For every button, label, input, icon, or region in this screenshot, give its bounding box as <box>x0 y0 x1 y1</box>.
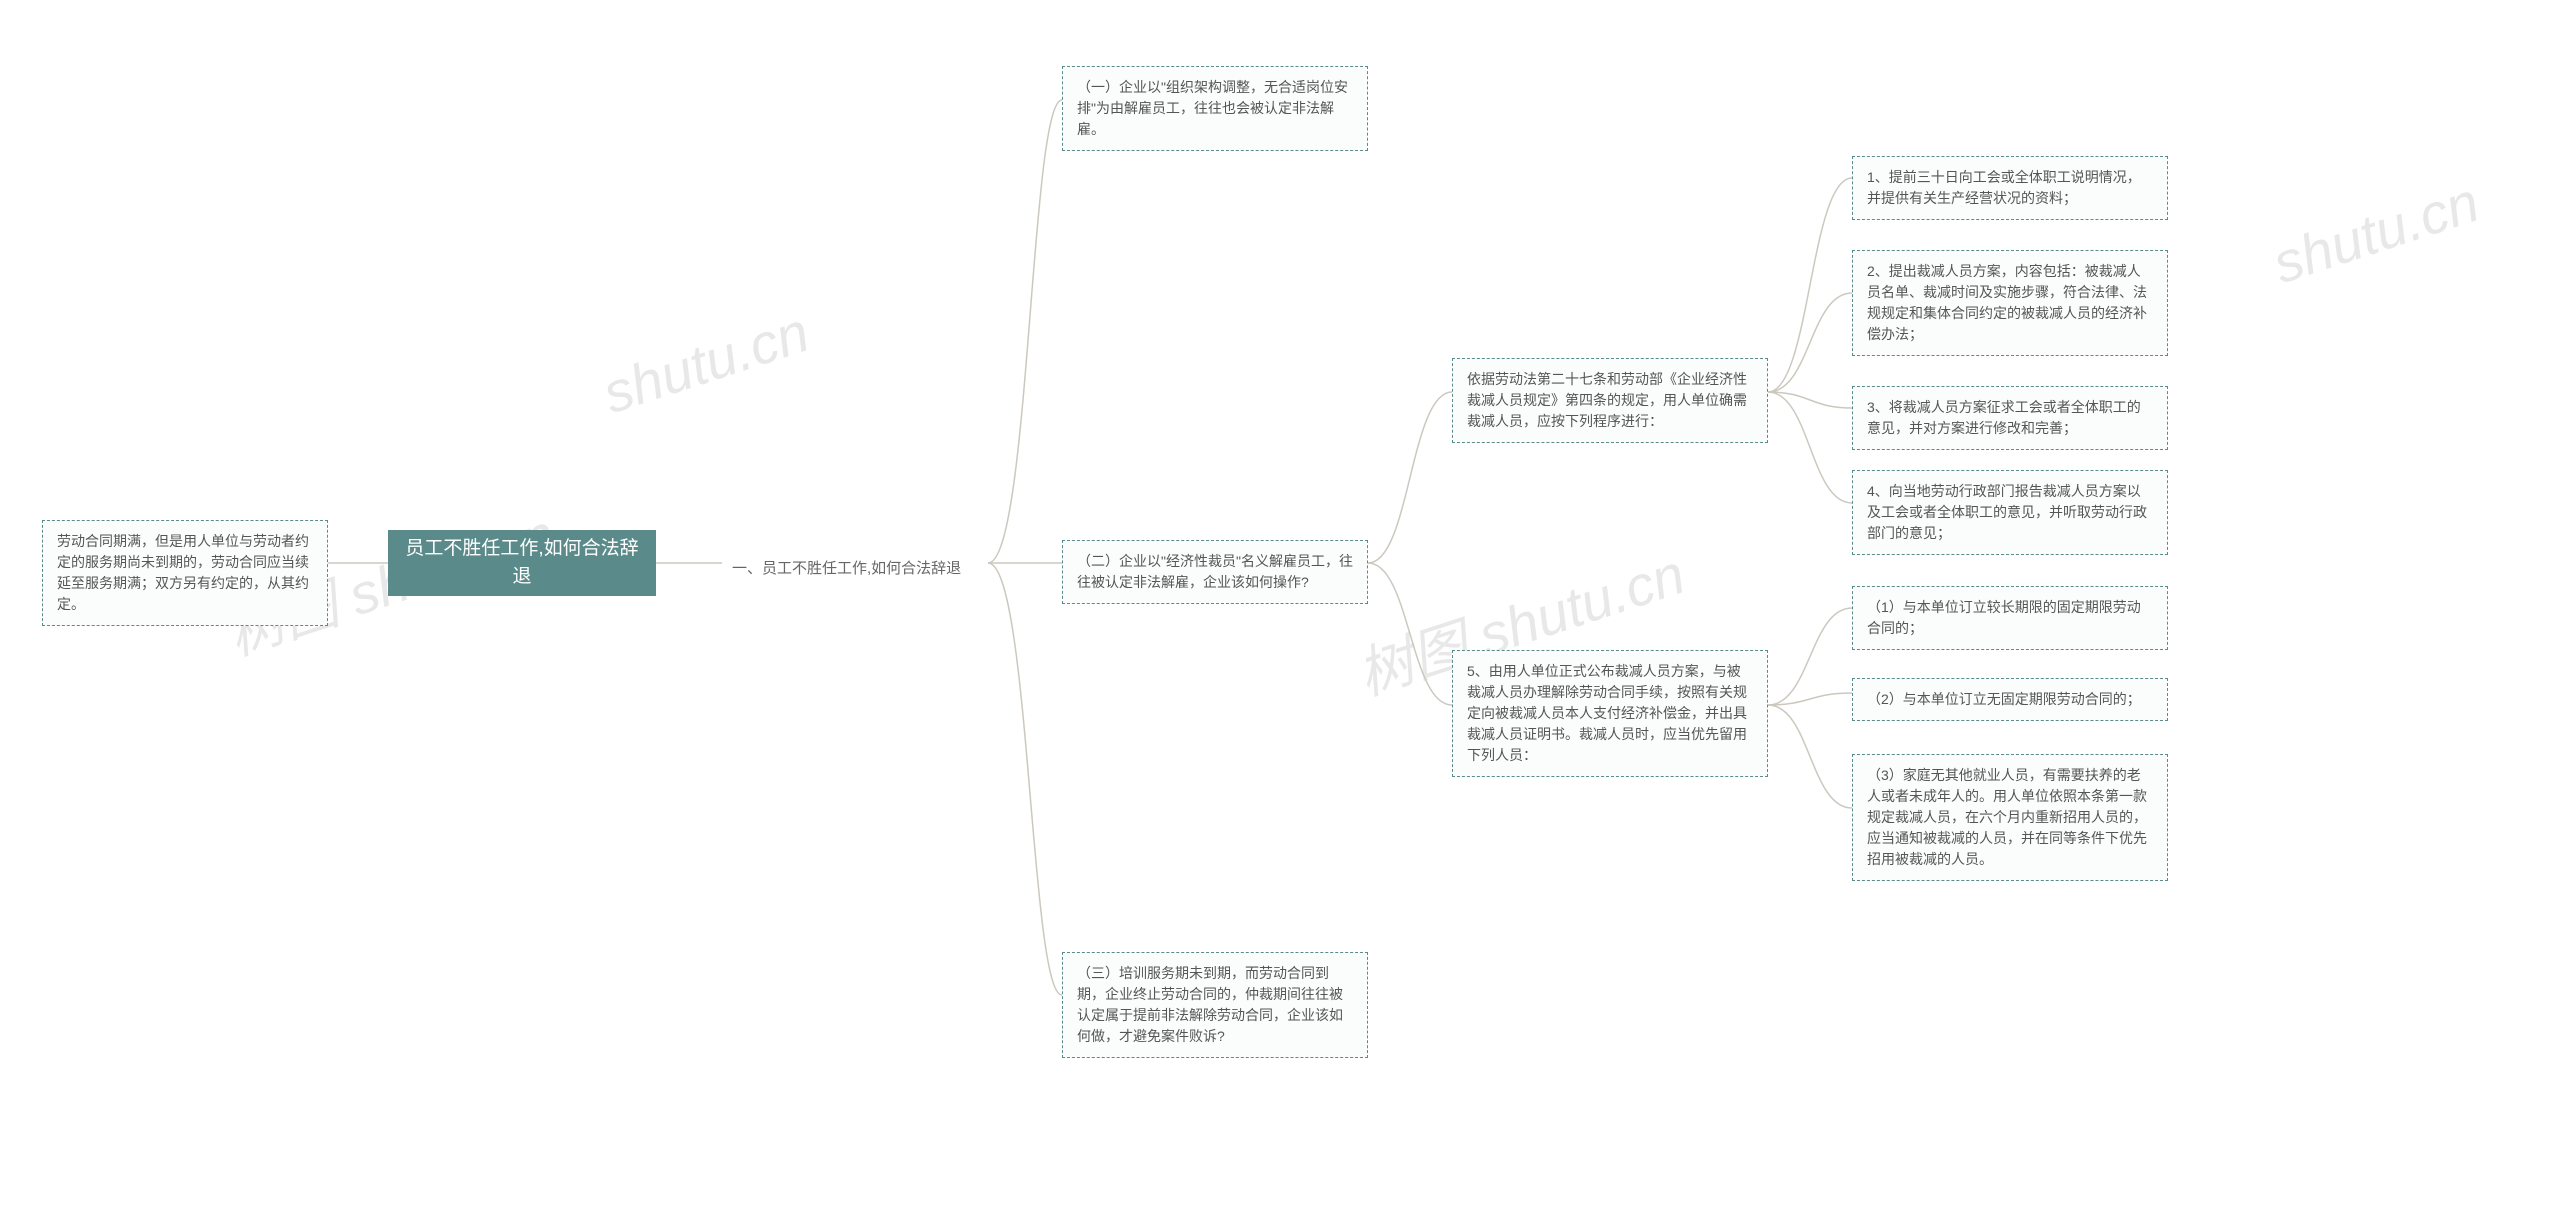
l2b-node: （二）企业以"经济性裁员"名义解雇员工，往往被认定非法解雇，企业该如何操作? <box>1062 540 1368 604</box>
l4-2-node: 2、提出裁减人员方案，内容包括：被裁减人员名单、裁减时间及实施步骤，符合法律、法… <box>1852 250 2168 356</box>
l2a-text: （一）企业以"组织架构调整，无合适岗位安排"为由解雇员工，往往也会被认定非法解雇… <box>1077 79 1348 137</box>
l3a-text: 依据劳动法第二十七条和劳动部《企业经济性裁减人员规定》第四条的规定，用人单位确需… <box>1467 371 1747 429</box>
l2c-node: （三）培训服务期未到期，而劳动合同到期，企业终止劳动合同的，仲裁期间往往被认定属… <box>1062 952 1368 1058</box>
l5-2-node: （2）与本单位订立无固定期限劳动合同的； <box>1852 678 2168 721</box>
root-text: 员工不胜任工作,如何合法辞退 <box>402 535 642 592</box>
level1-node: 一、员工不胜任工作,如何合法辞退 <box>722 552 988 587</box>
l4-4-node: 4、向当地劳动行政部门报告裁减人员方案以及工会或者全体职工的意见，并听取劳动行政… <box>1852 470 2168 555</box>
root-node: 员工不胜任工作,如何合法辞退 <box>388 530 656 596</box>
l4-4-text: 4、向当地劳动行政部门报告裁减人员方案以及工会或者全体职工的意见，并听取劳动行政… <box>1867 483 2147 541</box>
l2a-node: （一）企业以"组织架构调整，无合适岗位安排"为由解雇员工，往往也会被认定非法解雇… <box>1062 66 1368 151</box>
watermark: shutu.cn <box>2265 169 2486 296</box>
l5-3-node: （3）家庭无其他就业人员，有需要扶养的老人或者未成年人的。用人单位依照本条第一款… <box>1852 754 2168 881</box>
l4-2-text: 2、提出裁减人员方案，内容包括：被裁减人员名单、裁减时间及实施步骤，符合法律、法… <box>1867 263 2147 342</box>
l3b-text: 5、由用人单位正式公布裁减人员方案，与被裁减人员办理解除劳动合同手续，按照有关规… <box>1467 663 1747 763</box>
l5-2-text: （2）与本单位订立无固定期限劳动合同的； <box>1867 691 2141 707</box>
left-note-text: 劳动合同期满，但是用人单位与劳动者约定的服务期尚未到期的，劳动合同应当续延至服务… <box>57 533 309 612</box>
l5-1-node: （1）与本单位订立较长期限的固定期限劳动合同的； <box>1852 586 2168 650</box>
l4-1-node: 1、提前三十日向工会或全体职工说明情况，并提供有关生产经营状况的资料； <box>1852 156 2168 220</box>
left-note-node: 劳动合同期满，但是用人单位与劳动者约定的服务期尚未到期的，劳动合同应当续延至服务… <box>42 520 328 626</box>
l3b-node: 5、由用人单位正式公布裁减人员方案，与被裁减人员办理解除劳动合同手续，按照有关规… <box>1452 650 1768 777</box>
l5-3-text: （3）家庭无其他就业人员，有需要扶养的老人或者未成年人的。用人单位依照本条第一款… <box>1867 767 2147 867</box>
l4-3-node: 3、将裁减人员方案征求工会或者全体职工的意见，并对方案进行修改和完善； <box>1852 386 2168 450</box>
l2b-text: （二）企业以"经济性裁员"名义解雇员工，往往被认定非法解雇，企业该如何操作? <box>1077 553 1353 590</box>
l4-3-text: 3、将裁减人员方案征求工会或者全体职工的意见，并对方案进行修改和完善； <box>1867 399 2141 436</box>
l4-1-text: 1、提前三十日向工会或全体职工说明情况，并提供有关生产经营状况的资料； <box>1867 169 2141 206</box>
l2c-text: （三）培训服务期未到期，而劳动合同到期，企业终止劳动合同的，仲裁期间往往被认定属… <box>1077 965 1343 1044</box>
level1-text: 一、员工不胜任工作,如何合法辞退 <box>732 560 961 577</box>
l5-1-text: （1）与本单位订立较长期限的固定期限劳动合同的； <box>1867 599 2141 636</box>
l3a-node: 依据劳动法第二十七条和劳动部《企业经济性裁减人员规定》第四条的规定，用人单位确需… <box>1452 358 1768 443</box>
watermark: shutu.cn <box>595 299 816 426</box>
